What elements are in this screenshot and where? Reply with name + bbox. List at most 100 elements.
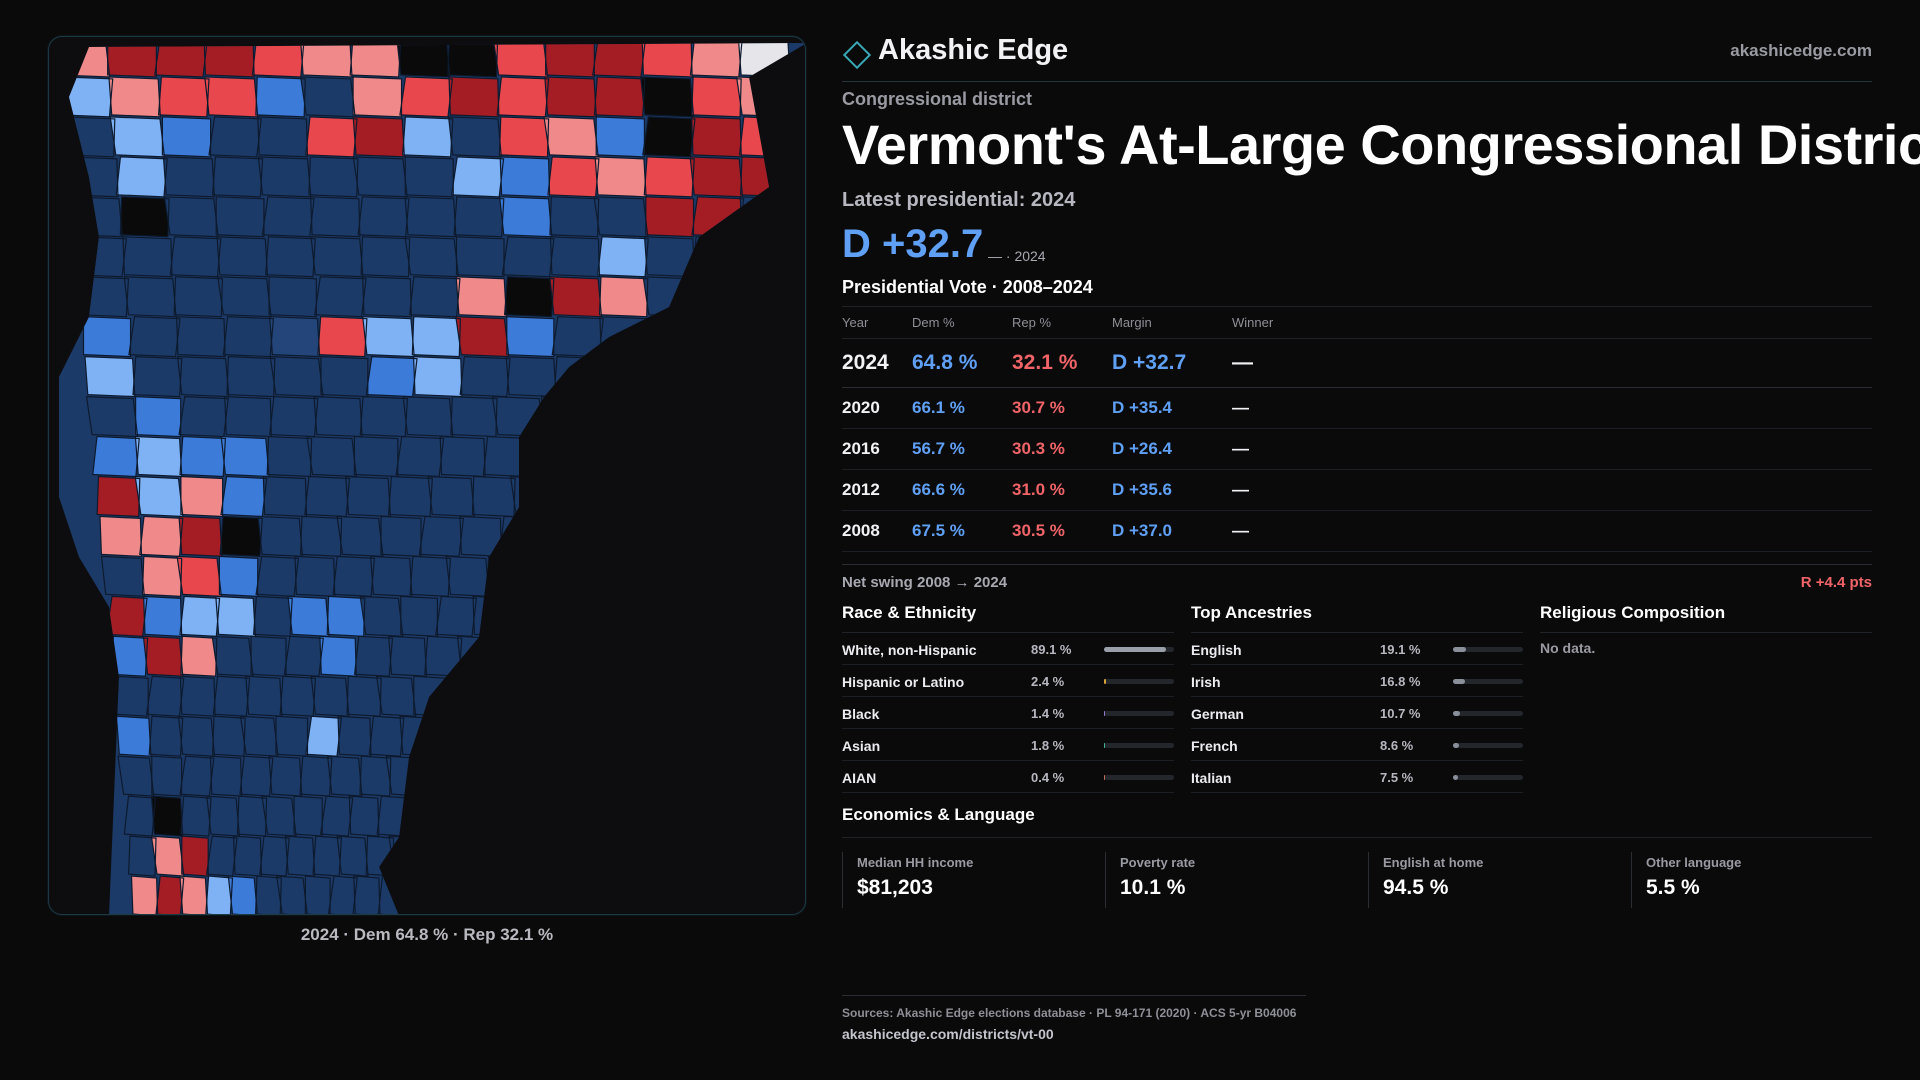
map-town[interactable] [506, 356, 556, 397]
map-town[interactable] [526, 436, 573, 477]
map-town[interactable] [508, 756, 541, 797]
map-town[interactable] [206, 836, 237, 877]
map-town[interactable] [644, 156, 695, 197]
map-town[interactable] [499, 116, 549, 157]
map-town[interactable] [304, 476, 350, 517]
map-town[interactable] [212, 716, 246, 757]
map-town[interactable] [510, 476, 559, 517]
map-town[interactable] [435, 596, 477, 637]
map-town[interactable] [305, 876, 331, 915]
map-town[interactable] [142, 556, 182, 597]
map-town[interactable] [596, 116, 645, 157]
map-town[interactable] [267, 436, 312, 477]
map-town[interactable] [388, 636, 427, 677]
map-town[interactable] [258, 156, 311, 197]
map-town[interactable] [163, 156, 215, 197]
map-town[interactable] [549, 196, 599, 237]
map-town[interactable] [65, 116, 115, 157]
map-town[interactable] [496, 716, 529, 757]
map-town[interactable] [347, 676, 382, 717]
map-town[interactable] [170, 236, 221, 277]
map-town[interactable] [598, 636, 638, 677]
map-town[interactable] [311, 676, 349, 717]
map-town[interactable] [270, 356, 323, 397]
map-town[interactable] [180, 756, 214, 797]
map-town[interactable] [405, 196, 456, 237]
map-town[interactable] [124, 796, 156, 837]
map-town[interactable] [428, 476, 475, 517]
map-town[interactable] [178, 716, 215, 757]
map-town[interactable] [314, 396, 363, 437]
map-town[interactable] [295, 556, 335, 597]
map-town[interactable] [550, 236, 600, 277]
map-town[interactable] [212, 636, 254, 677]
map-town[interactable] [101, 556, 145, 597]
map-town[interactable] [599, 316, 649, 357]
map-town[interactable] [399, 76, 453, 117]
map-town[interactable] [736, 76, 791, 117]
map-town[interactable] [594, 196, 648, 237]
map-town[interactable] [83, 316, 131, 357]
map-town[interactable] [124, 276, 177, 317]
map-town[interactable] [585, 396, 635, 437]
map-town[interactable] [310, 196, 360, 237]
map-town[interactable] [328, 876, 358, 915]
map-town[interactable] [180, 436, 226, 477]
map-town[interactable] [263, 476, 307, 517]
map-town[interactable] [311, 236, 363, 277]
map-town[interactable] [409, 276, 460, 317]
map-town[interactable] [362, 276, 412, 317]
map-town[interactable] [123, 236, 172, 277]
map-town[interactable] [618, 516, 663, 557]
map-town[interactable] [269, 276, 317, 317]
map-town[interactable] [333, 556, 375, 597]
map-town[interactable] [216, 196, 264, 237]
map-town[interactable] [212, 156, 263, 197]
map-town[interactable] [256, 556, 299, 597]
map-town[interactable] [120, 196, 170, 237]
map-town[interactable] [116, 156, 168, 197]
map-town[interactable] [314, 276, 366, 317]
map-town[interactable] [115, 676, 149, 717]
map-town[interactable] [146, 676, 184, 717]
map-town[interactable] [694, 276, 742, 317]
map-town[interactable] [307, 436, 357, 477]
map-town[interactable] [353, 76, 402, 117]
map-town[interactable] [176, 316, 226, 357]
map-town[interactable] [396, 37, 450, 77]
map-town[interactable] [358, 196, 409, 237]
map-town[interactable] [217, 276, 272, 317]
map-town[interactable] [156, 876, 184, 915]
map-town[interactable] [319, 636, 357, 677]
map-town[interactable] [490, 796, 520, 837]
map-town[interactable] [252, 37, 305, 77]
map-town[interactable] [556, 476, 598, 517]
map-town[interactable] [675, 396, 724, 437]
map-town[interactable] [552, 316, 604, 357]
map-town[interactable] [180, 476, 223, 517]
map-town[interactable] [740, 196, 790, 237]
map-town[interactable] [450, 396, 497, 437]
map-town[interactable] [428, 876, 455, 915]
map-town[interactable] [648, 356, 696, 397]
map-town[interactable] [690, 156, 743, 197]
map-town[interactable] [448, 756, 482, 797]
map-town[interactable] [240, 716, 279, 757]
map-town[interactable] [154, 37, 208, 77]
map-town[interactable] [151, 756, 182, 797]
map-town[interactable] [206, 796, 240, 837]
map-town[interactable] [233, 836, 262, 877]
map-town[interactable] [369, 716, 404, 757]
map-town[interactable] [596, 476, 642, 517]
map-town[interactable] [456, 236, 505, 277]
map-town[interactable] [285, 836, 315, 877]
map-town[interactable] [284, 636, 324, 677]
map-town[interactable] [128, 836, 156, 877]
map-town[interactable] [657, 436, 703, 477]
map-town[interactable] [317, 316, 367, 357]
map-town[interactable] [541, 396, 587, 437]
map-town[interactable] [693, 236, 743, 277]
map-town[interactable] [440, 436, 486, 477]
map-town[interactable] [405, 156, 454, 197]
map-town[interactable] [269, 316, 320, 357]
